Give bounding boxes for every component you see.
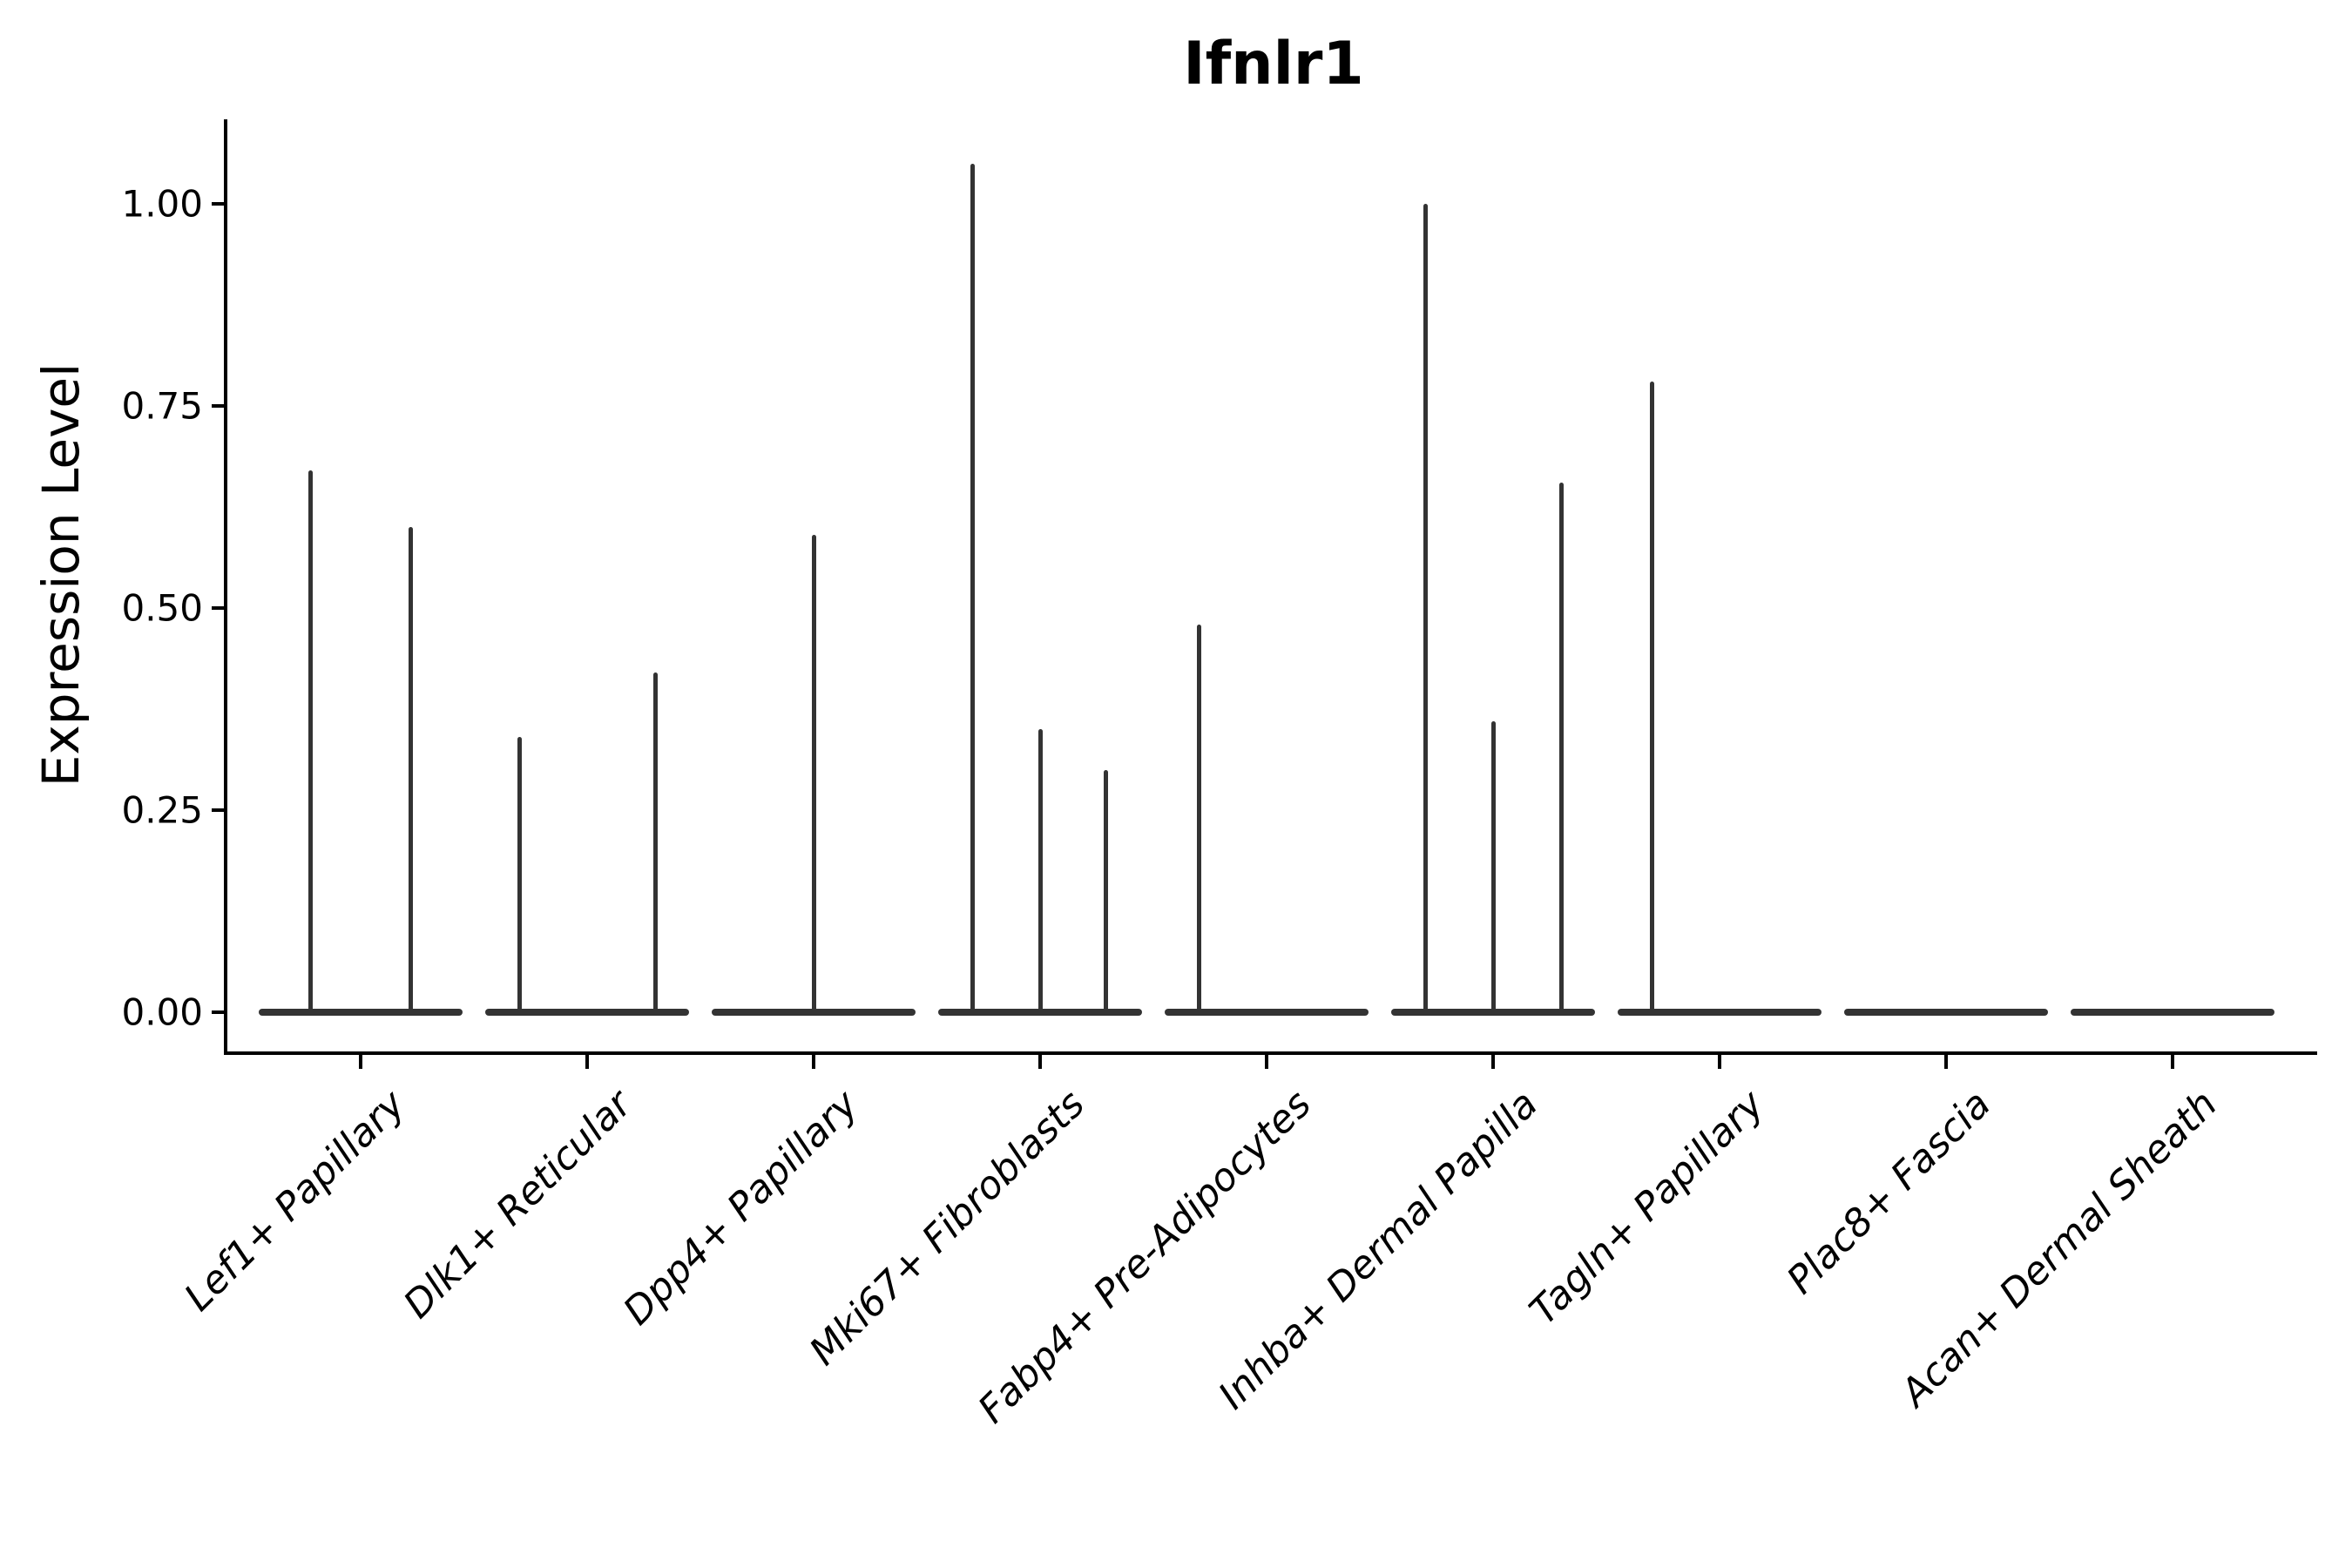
violin-spike	[408, 527, 413, 1012]
x-axis-line	[224, 1051, 2317, 1055]
x-tick	[1491, 1055, 1495, 1069]
y-tick	[212, 808, 224, 812]
violin-baseline	[1391, 1009, 1595, 1016]
violin-spike	[1196, 624, 1201, 1012]
y-tick	[212, 606, 224, 610]
violin-baseline	[1844, 1009, 2048, 1016]
violin-spike	[652, 672, 658, 1012]
x-tick-label: Dlk1+ Reticular	[395, 1082, 641, 1328]
violin-spike	[1423, 204, 1428, 1012]
x-tick-label: Acan+ Dermal Sheath	[1892, 1082, 2227, 1416]
violin-spike	[308, 470, 314, 1012]
x-tick-label: Fabp4+ Pre-Adipocytes	[970, 1082, 1321, 1432]
y-tick-label: 0.25	[121, 788, 203, 832]
violin-spike	[1103, 769, 1108, 1012]
violin-baseline	[938, 1009, 1142, 1016]
y-tick-label: 1.00	[121, 182, 203, 226]
x-tick	[359, 1055, 362, 1069]
violin-baseline	[485, 1009, 689, 1016]
violin-spike	[1558, 483, 1564, 1012]
x-tick-label: Plac8+ Fascia	[1778, 1082, 2000, 1303]
x-tick	[2171, 1055, 2174, 1069]
x-tick-label: Lef1+ Papillary	[176, 1082, 415, 1321]
y-tick-label: 0.75	[121, 384, 203, 428]
x-tick	[812, 1055, 815, 1069]
x-tick	[1265, 1055, 1268, 1069]
x-tick	[1944, 1055, 1948, 1069]
violin-spike	[517, 737, 522, 1012]
violin-spike	[1037, 729, 1043, 1012]
violin-spike	[1490, 720, 1496, 1012]
x-tick-label: Inhba+ Dermal Papilla	[1210, 1082, 1547, 1418]
x-tick-label: Mki67+ Fibroblasts	[801, 1082, 1094, 1375]
violin-spike	[1649, 382, 1654, 1012]
y-tick	[212, 404, 224, 408]
violin-baseline	[259, 1009, 463, 1016]
violin-baseline	[1618, 1009, 1821, 1016]
violin-baseline	[1165, 1009, 1369, 1016]
x-tick-label: Tagln+ Papillary	[1521, 1082, 1774, 1334]
y-axis-line	[224, 119, 227, 1055]
y-tick	[212, 202, 224, 206]
violin-spike	[970, 163, 975, 1012]
x-tick	[1718, 1055, 1721, 1069]
y-tick-label: 0.50	[121, 586, 203, 630]
violin-baseline	[712, 1009, 916, 1016]
x-tick-label: Dpp4+ Papillary	[615, 1082, 868, 1335]
chart-title: Ifnlr1	[1183, 30, 1364, 98]
y-tick	[212, 1010, 224, 1014]
x-tick	[585, 1055, 589, 1069]
x-tick	[1038, 1055, 1042, 1069]
violin-spike	[811, 535, 816, 1012]
y-tick-label: 0.00	[121, 990, 203, 1034]
violin-baseline	[2071, 1009, 2274, 1016]
